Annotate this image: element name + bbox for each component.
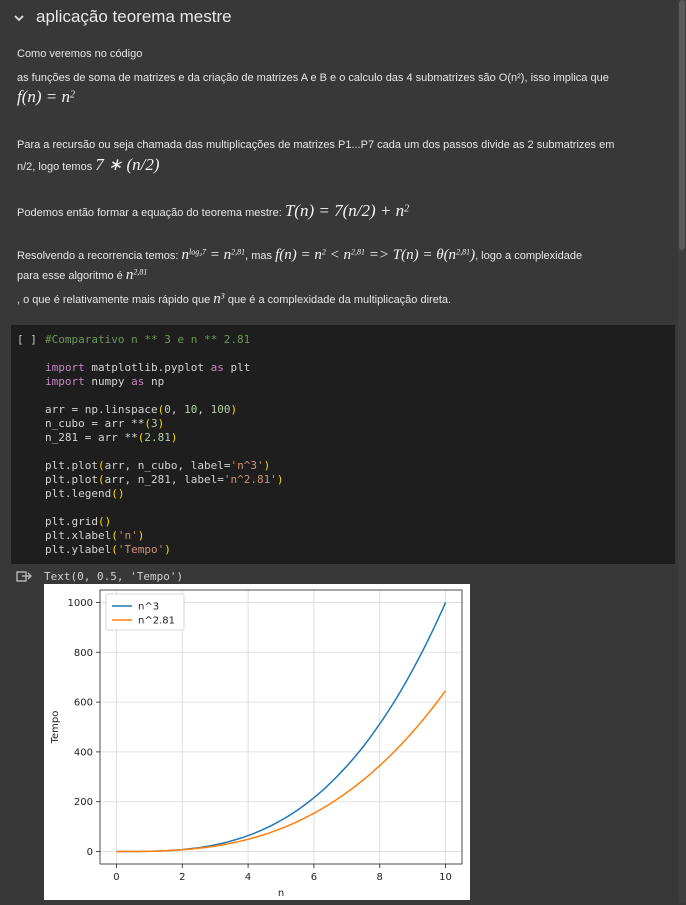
x-tick-label: 6	[311, 872, 317, 883]
legend-box	[105, 593, 185, 631]
line-chart: 0 2 4 6 8 10 0 200 400 600 800 1000 n Tempo n^3 n^2.81	[50, 589, 463, 899]
y-tick-label: 600	[74, 698, 93, 709]
y-tick-label: 200	[74, 797, 93, 808]
x-tick-label: 8	[377, 872, 383, 883]
y-tick-label: 0	[87, 847, 93, 858]
x-tick-label: 10	[439, 872, 452, 883]
plot-frame	[99, 589, 463, 865]
y-tick-label: 800	[74, 648, 93, 659]
series-line-1	[116, 602, 447, 853]
md-line-2: as funções de soma de matrizes e da cria…	[17, 72, 609, 84]
chevron-down-icon[interactable]	[12, 11, 26, 25]
md-line-3a: Para a recursão ou seja chamada das mult…	[17, 139, 615, 151]
section-header[interactable]: aplicação teorema mestre	[0, 0, 678, 36]
x-tick-label: 4	[245, 872, 251, 883]
y-tick-label: 1000	[68, 598, 93, 609]
x-axis-label: n	[278, 888, 284, 899]
plot-output: 0 2 4 6 8 10 0 200 400 600 800 1000 n Tempo n^3 n^2.81	[44, 584, 470, 900]
output-text: Text(0, 0.5, 'Tempo')	[44, 570, 184, 583]
series-line-2	[116, 690, 447, 853]
x-tick-label: 0	[113, 872, 119, 883]
md-line-3b: n/2, logo temos 7 ∗ (n/2)	[17, 155, 160, 174]
legend-entry-2: n^2.81	[138, 616, 175, 627]
scrollbar-thumb[interactable]	[679, 0, 685, 250]
code-cell[interactable]: [ ] #Comparativo n ** 3 e n ** 2.81 impo…	[11, 325, 675, 564]
legend-entry-1: n^3	[138, 602, 159, 613]
md-line-1: Como veremos no código	[17, 48, 143, 60]
md-line-4: Podemos então formar a equação do teorem…	[17, 201, 410, 220]
x-tick-label: 2	[179, 872, 185, 883]
scrollbar[interactable]	[678, 0, 686, 903]
md-line-7: , o que é relativamente mais rápido que …	[17, 291, 452, 307]
code-editor[interactable]: #Comparativo n ** 3 e n ** 2.81 import m…	[45, 333, 284, 556]
y-tick-label: 400	[74, 747, 93, 758]
section-title: aplicação teorema mestre	[36, 7, 232, 26]
md-line-6: para esse algoritmo é n2,81	[17, 267, 148, 283]
y-axis-label: Tempo	[50, 711, 61, 745]
md-equation-1: f(n) = n2	[17, 87, 76, 106]
md-line-5: Resolvendo a recorrencia temos: nlog₂7 =…	[17, 247, 583, 263]
run-cell-button[interactable]: [ ]	[17, 333, 37, 346]
output-redirect-icon[interactable]	[16, 570, 34, 584]
